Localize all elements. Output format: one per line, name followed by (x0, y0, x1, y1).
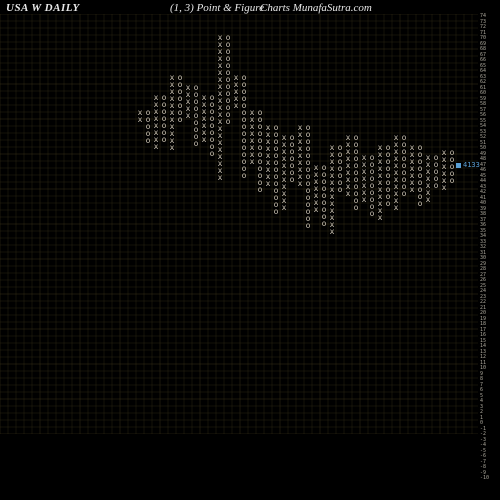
marker-dot-icon (456, 163, 461, 168)
o-cell: o (432, 182, 440, 189)
pnf-column: ooooooooo (192, 84, 200, 147)
o-cell: o (272, 208, 280, 215)
o-cell: o (240, 172, 248, 179)
x-cell: x (168, 144, 176, 151)
pnf-column: xx (136, 109, 144, 123)
x-cell: x (296, 180, 304, 187)
pnf-column: ooooooo (336, 144, 344, 193)
pnf-column: ooooooooooooo (224, 34, 232, 125)
pnf-column: xxxxxxx (200, 94, 208, 143)
pnf-column: ooooooooo (416, 144, 424, 207)
x-cell: x (360, 196, 368, 203)
x-cell: x (248, 158, 256, 165)
x-cell: x (376, 214, 384, 221)
o-cell: o (304, 222, 312, 229)
x-cell: x (312, 206, 320, 213)
pnf-column: xxxxxxx (312, 164, 320, 213)
pnf-column: xxxxxxxxxxx (280, 134, 288, 211)
x-cell: x (424, 196, 432, 203)
pnf-column: xxxxxxxxxxxxx (328, 144, 336, 235)
x-cell: x (392, 204, 400, 211)
pnf-column: ooooooooooooo (272, 124, 280, 215)
o-cell: o (352, 204, 360, 211)
x-cell: x (440, 184, 448, 191)
o-cell: o (176, 116, 184, 123)
pnf-column: xxxxxxxx (248, 109, 256, 165)
pnf-column: xxxxxxxxxxx (392, 134, 400, 211)
o-cell: o (160, 136, 168, 143)
o-cell: o (416, 200, 424, 207)
o-cell: o (224, 118, 232, 125)
o-cell: o (144, 137, 152, 144)
marker-label: 4133 (463, 161, 480, 169)
pnf-column: xxxxxxxxxxxxxxxxxxxxx (216, 34, 224, 181)
config-label: (1, 3) Point & Figure (170, 2, 264, 14)
pnf-column: xxxxxxxxx (344, 134, 352, 197)
pnf-column: ooooooooooooooo (304, 124, 312, 229)
pnf-column: ooooo (448, 149, 456, 184)
x-cell: x (408, 186, 416, 193)
o-cell: o (336, 186, 344, 193)
x-cell: x (280, 204, 288, 211)
pnf-column: ooooooooo (320, 164, 328, 227)
symbol-label: USA W DAILY (6, 2, 80, 14)
pnf-column: ooooooooo (368, 154, 376, 217)
pnf-column: ooooooooo (400, 134, 408, 197)
x-cell: x (328, 228, 336, 235)
pnf-column: xxxxxxx (424, 154, 432, 203)
o-cell: o (288, 176, 296, 183)
pnf-column: xxxxxxxxxxx (168, 74, 176, 151)
y-tick: -10 (480, 476, 500, 482)
o-cell: o (368, 210, 376, 217)
pnf-column: ooooooooo (208, 94, 216, 157)
y-axis: 7473727170696867666564636261605958575655… (478, 14, 500, 494)
pnf-column: xxxxx (184, 84, 192, 119)
pnf-column: ooooooo (288, 134, 296, 183)
x-cell: x (264, 180, 272, 187)
o-cell: o (192, 140, 200, 147)
pnf-column: xxxxxxxx (152, 94, 160, 150)
pnf-column: ooooo (144, 109, 152, 144)
x-cell: x (136, 116, 144, 123)
o-cell: o (320, 220, 328, 227)
pnf-column: ooooooo (176, 74, 184, 123)
o-cell: o (208, 150, 216, 157)
x-cell: x (216, 174, 224, 181)
x-cell: x (152, 143, 160, 150)
pnf-column: ooooooooooooooo (240, 74, 248, 179)
pnf-column: xxxxxxxxx (264, 124, 272, 187)
pnf-column: ooooooo (160, 94, 168, 143)
pnf-column: xxxxxxxxx (296, 124, 304, 187)
o-cell: o (400, 190, 408, 197)
chart-header: USA W DAILY (1, 3) Point & Figure Charts… (0, 2, 500, 18)
x-cell: x (200, 136, 208, 143)
x-cell: x (232, 102, 240, 109)
x-cell: x (184, 112, 192, 119)
pnf-column: ooooooooooo (352, 134, 360, 211)
pnf-column: ooooooooo (384, 144, 392, 207)
pnf-column: xxxxxxx (408, 144, 416, 193)
pnf-column: xxxxxxx (360, 154, 368, 203)
pnf-column: xxxxxxxxxxx (376, 144, 384, 221)
o-cell: o (448, 177, 456, 184)
o-cell: o (384, 200, 392, 207)
pnf-chart: USA W DAILY (1, 3) Point & Figure Charts… (0, 0, 500, 500)
pnf-column: oooooooooooo (256, 109, 264, 193)
source-label: Charts MunafaSutra.com (260, 2, 372, 14)
pnf-column: xxxxx (232, 74, 240, 109)
x-cell: x (344, 190, 352, 197)
o-cell: o (256, 186, 264, 193)
pnf-column: xxxxxx (440, 149, 448, 191)
pnf-column: ooooo (432, 154, 440, 189)
pnf-columns: xxoooooxxxxxxxxoooooooxxxxxxxxxxxooooooo… (8, 14, 478, 434)
price-marker: 4133 (456, 161, 480, 169)
